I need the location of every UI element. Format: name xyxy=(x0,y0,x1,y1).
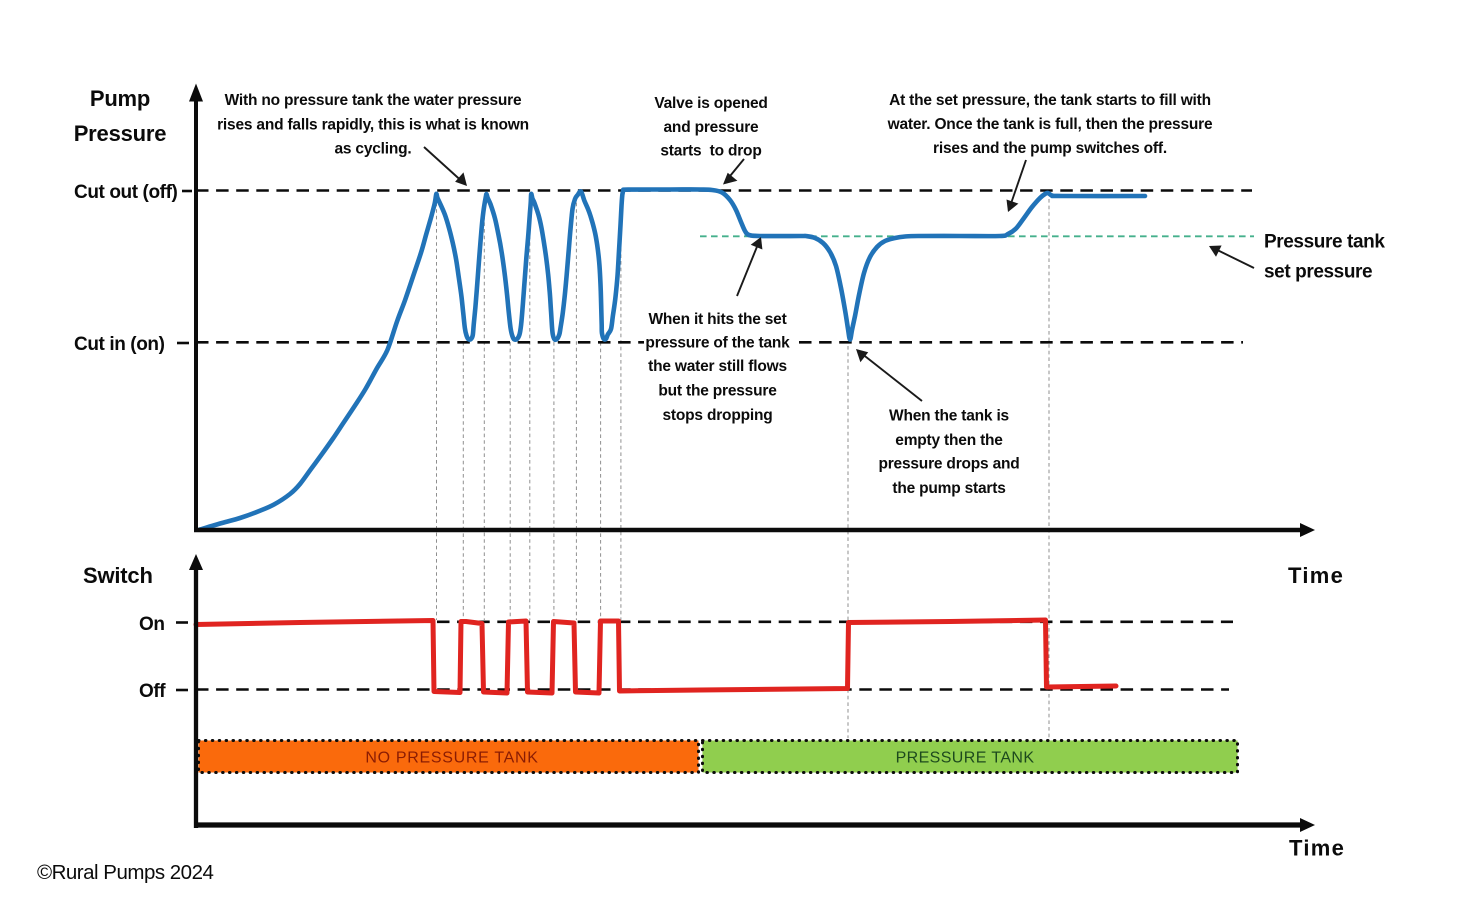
svg-text:When it hits the set: When it hits the set xyxy=(648,311,786,328)
svg-text:empty then the: empty then the xyxy=(895,432,1003,449)
svg-text:PRESSURE TANK: PRESSURE TANK xyxy=(896,750,1035,767)
svg-text:rises and the pump switches of: rises and the pump switches off. xyxy=(933,140,1167,157)
svg-text:starts to drop: starts to drop xyxy=(660,143,761,160)
svg-text:©Rural Pumps 2024: ©Rural Pumps 2024 xyxy=(37,861,213,884)
svg-text:and pressure: and pressure xyxy=(664,119,760,136)
svg-text:set pressure: set pressure xyxy=(1264,262,1372,283)
svg-text:Switch: Switch xyxy=(83,563,153,588)
svg-text:Pressure: Pressure xyxy=(74,121,167,146)
svg-text:Pump: Pump xyxy=(90,86,150,111)
svg-text:On: On xyxy=(139,614,165,635)
svg-text:Valve is opened: Valve is opened xyxy=(654,95,767,112)
svg-text:NO PRESSURE TANK: NO PRESSURE TANK xyxy=(365,750,538,767)
svg-text:With no pressure tank the wate: With no pressure tank the water pressure xyxy=(225,92,522,109)
svg-text:the water still flows: the water still flows xyxy=(648,358,787,375)
svg-text:At the set pressure, the tank: At the set pressure, the tank starts to … xyxy=(889,92,1211,109)
svg-text:Cut out (off): Cut out (off) xyxy=(74,182,178,203)
svg-text:pressure of the tank: pressure of the tank xyxy=(645,335,790,352)
svg-text:Pressure tank: Pressure tank xyxy=(1264,232,1385,253)
svg-text:Time: Time xyxy=(1288,563,1344,588)
svg-text:but the pressure: but the pressure xyxy=(658,383,777,400)
svg-text:Time: Time xyxy=(1289,836,1345,861)
svg-text:Off: Off xyxy=(139,681,166,702)
svg-text:stops dropping: stops dropping xyxy=(663,407,773,424)
svg-text:the pump starts: the pump starts xyxy=(892,480,1005,497)
svg-text:rises and falls rapidly, this: rises and falls rapidly, this is what is… xyxy=(217,116,529,133)
svg-text:as cycling.: as cycling. xyxy=(334,141,411,158)
svg-text:water. Once the tank is full,: water. Once the tank is full, then the p… xyxy=(887,116,1213,133)
svg-text:pressure drops and: pressure drops and xyxy=(878,456,1019,473)
svg-text:Cut in (on): Cut in (on) xyxy=(74,334,165,355)
svg-text:When the tank is: When the tank is xyxy=(889,407,1009,424)
